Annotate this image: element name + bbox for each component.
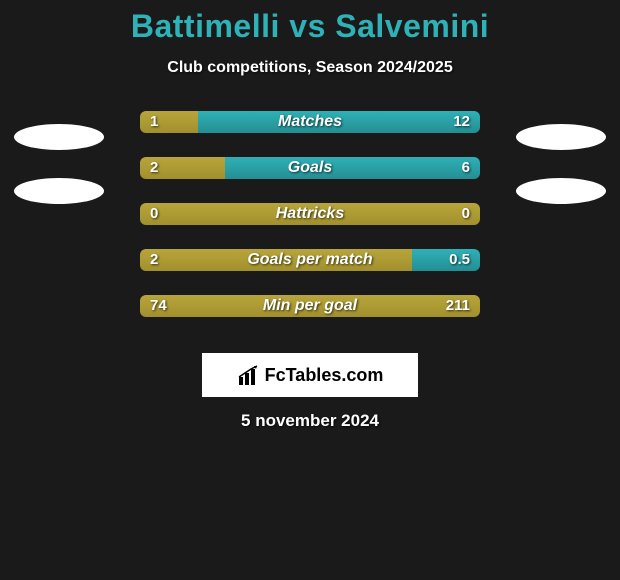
right-value: 12 [453,111,470,133]
club-badge-left [14,124,104,150]
club-badge-right [516,124,606,150]
fctables-logo: FcTables.com [237,365,384,386]
logo-box: FcTables.com [202,353,418,397]
stat-row: 0Hattricks0 [0,199,620,245]
club-badge-left [14,178,104,204]
right-value: 6 [462,157,470,179]
row-label: Min per goal [140,295,480,317]
stat-row: 2Goals per match0.5 [0,245,620,291]
club-badge-right [516,178,606,204]
subtitle: Club competitions, Season 2024/2025 [0,59,620,77]
stat-row: 74Min per goal211 [0,291,620,337]
row-label: Goals [140,157,480,179]
date-label: 5 november 2024 [0,411,620,431]
logo-label: FcTables.com [265,365,384,386]
right-value: 0 [462,203,470,225]
page-title: Battimelli vs Salvemini [0,8,620,45]
bars-icon [237,365,261,385]
row-label: Hattricks [140,203,480,225]
right-value: 211 [446,295,470,317]
right-value: 0.5 [449,249,470,271]
row-label: Matches [140,111,480,133]
row-label: Goals per match [140,249,480,271]
